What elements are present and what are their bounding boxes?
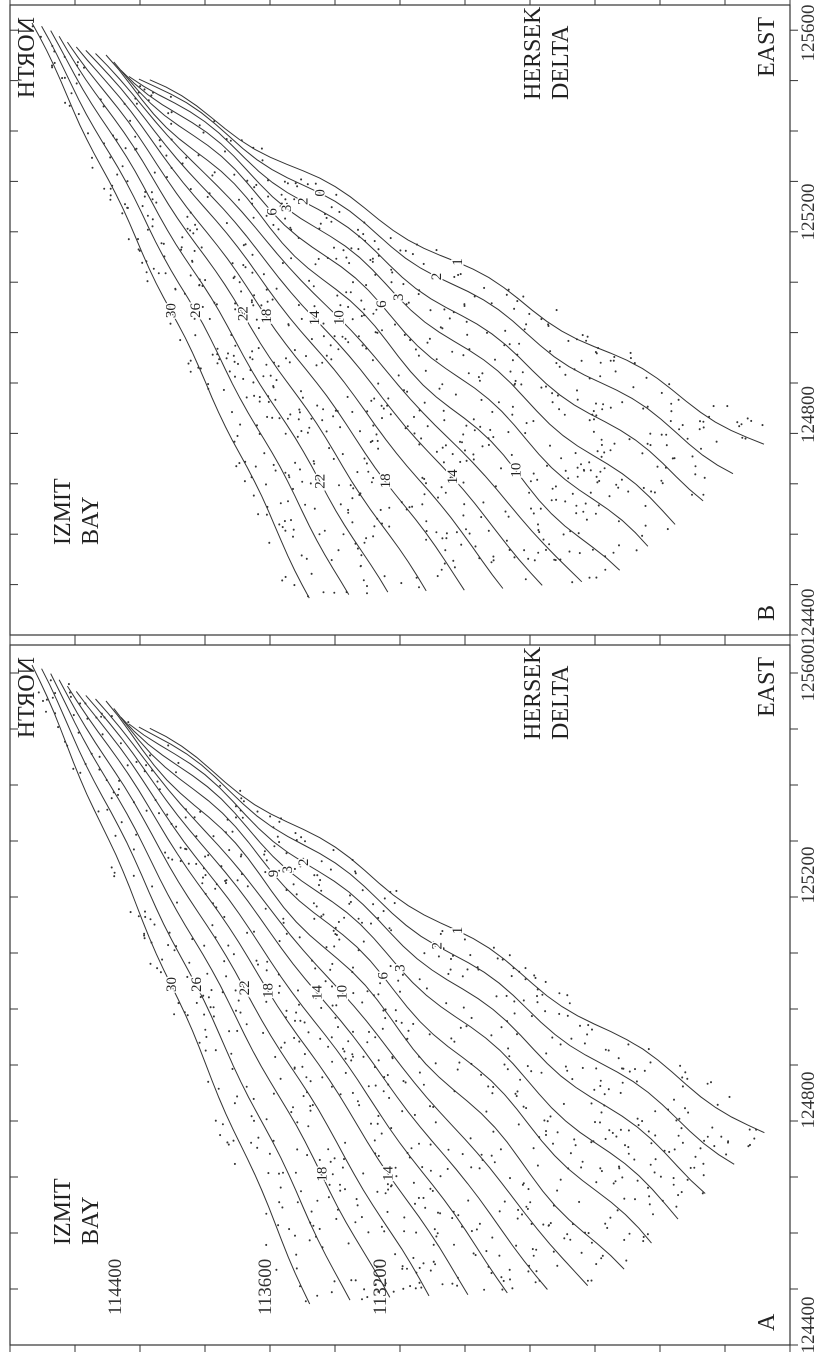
contour-label: 14 <box>310 984 326 1000</box>
contour-label: 30 <box>164 303 180 318</box>
sounding-dots <box>39 680 756 1301</box>
contour-label: 2 <box>296 197 312 205</box>
contour-label: 6 <box>376 971 392 979</box>
north-tick-label: 113600 <box>255 1259 276 1315</box>
contour-line <box>129 77 703 501</box>
contour-line <box>76 691 507 1293</box>
bay-label: IZMIT <box>50 1178 76 1245</box>
contour-label: 1 <box>450 258 466 266</box>
east-tick-label: 124800 <box>798 1072 819 1129</box>
contour-label: 30 <box>164 977 180 992</box>
contour-label: 22 <box>237 980 253 995</box>
contour-label: 3 <box>280 866 296 874</box>
east-tick-label: 124400 <box>798 1297 819 1354</box>
east-label: EAST <box>754 657 780 717</box>
contour-label: 18 <box>259 309 275 324</box>
panel-letter: B <box>754 605 780 621</box>
contour-label: 26 <box>189 976 205 992</box>
contour-label: 10 <box>508 463 524 478</box>
bay-label: BAY <box>78 497 104 545</box>
delta-label: DELTA <box>548 25 574 100</box>
contour-label: 0 <box>312 189 328 197</box>
contour-label: 3 <box>391 294 407 302</box>
contour-line <box>106 55 620 570</box>
contour-label: 3 <box>392 964 408 972</box>
panel-frame <box>10 645 790 1345</box>
east-tick-label: 125200 <box>798 184 819 241</box>
panel-frame <box>10 5 790 635</box>
figure: 30262218141063219321814NORTHEASTAIZMITBA… <box>0 0 822 1361</box>
contour-label: 18 <box>261 983 277 998</box>
contour-label: 18 <box>314 1167 330 1182</box>
contour-label: 26 <box>188 302 204 318</box>
delta-label: DELTA <box>548 665 574 740</box>
contour-label: 22 <box>313 474 329 489</box>
panel-letter: A <box>754 1313 780 1331</box>
sounding-dots <box>33 26 763 596</box>
contour-label: 2 <box>296 858 312 866</box>
contour-line <box>106 701 624 1269</box>
north-label: NORTH <box>14 657 40 738</box>
bay-label: BAY <box>78 1197 104 1245</box>
east-tick-label: 124400 <box>798 589 819 646</box>
contour-label: 14 <box>445 469 461 485</box>
contour-label: 18 <box>378 473 394 488</box>
east-label: EAST <box>754 17 780 77</box>
contour-label: 22 <box>236 306 252 321</box>
contour-label: 14 <box>381 1165 397 1181</box>
north-tick-label: 113200 <box>370 1259 391 1315</box>
east-tick-label: 125600 <box>798 5 819 62</box>
east-tick-label: 124800 <box>798 386 819 443</box>
contour-label: 6 <box>374 300 390 308</box>
delta-label: HERSEK <box>520 646 546 740</box>
contour-label: 1 <box>450 927 466 935</box>
north-label: NORTH <box>14 17 40 98</box>
east-tick-label: 125600 <box>798 645 819 702</box>
contour-line <box>76 47 503 589</box>
contour-label: 2 <box>430 942 446 950</box>
contour-label: 2 <box>429 273 445 281</box>
contour-label: 10 <box>335 985 351 1000</box>
contour-label: 10 <box>332 310 348 325</box>
delta-label: HERSEK <box>520 6 546 100</box>
north-tick-label: 114400 <box>105 1259 126 1315</box>
contour-label: 3 <box>279 205 295 213</box>
bay-label: IZMIT <box>50 478 76 545</box>
east-tick-label: 125200 <box>798 847 819 904</box>
contour-label: 14 <box>307 310 323 326</box>
